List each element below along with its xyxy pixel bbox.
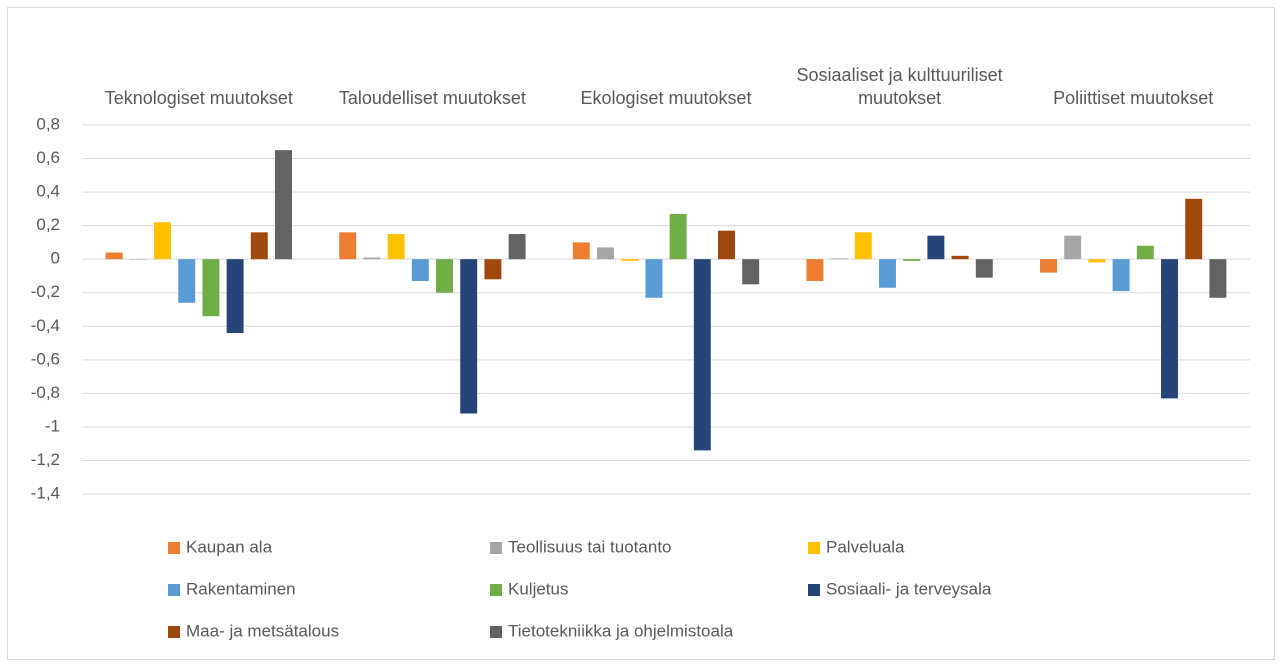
y-tick-label: 0,2 [36,215,60,234]
bar [105,252,123,260]
category-label: Taloudelliset muutokset [338,88,526,108]
bar [830,258,848,260]
legend-label: Kuljetus [508,579,568,598]
bar [975,259,993,278]
legend-label: Kaupan ala [186,537,273,556]
chart-frame [7,7,1275,660]
bar [669,213,687,260]
category-label-box: Sosiaaliset ja kulttuuriliset muutokset [796,65,1003,108]
bar [460,259,478,414]
bar [1064,235,1082,260]
category-label: Ekologiset muutokset [580,88,752,108]
legend-swatch [168,542,180,554]
bar [718,230,735,260]
bar [363,257,381,260]
bar [226,259,244,333]
bar [202,259,220,317]
y-tick-label: -1 [45,416,60,435]
y-tick-label: 0 [51,249,60,268]
legend-label: Maa- ja metsätalous [186,621,339,640]
bar [154,222,171,260]
legend-swatch [808,584,820,596]
y-tick-label: -0,6 [31,349,60,368]
y-tick-label: 0,4 [36,182,60,201]
bar [742,259,760,285]
legend-label: Teollisuus tai tuotanto [508,537,672,556]
bar [854,232,872,260]
bar [1185,198,1203,260]
legend-label: Tietotekniikka ja ohjelmistoala [508,621,734,640]
bar [1209,259,1227,298]
bar [927,235,945,260]
bar [1040,259,1057,273]
category-label-box: Taloudelliset muutokset [338,88,526,108]
bar [1112,259,1130,292]
bar [806,259,824,281]
bar [275,150,292,260]
legend-label: Palveluala [826,537,905,556]
bar [508,234,526,260]
bar [387,234,405,260]
bar [693,259,711,451]
legend-swatch [168,584,180,596]
bar [572,242,590,260]
bar [1088,259,1106,263]
bar [621,259,639,261]
y-tick-label: -0,4 [31,316,60,335]
bar [645,259,663,298]
category-label-box: Ekologiset muutokset [580,88,752,108]
bar [250,232,268,260]
bar [129,259,147,260]
bar [178,259,196,303]
category-label: Teknologiset muutokset [104,88,293,108]
y-tick-label: -0,8 [31,383,60,402]
y-tick-label: 0,6 [36,148,60,167]
legend-swatch [490,626,502,638]
category-label: Sosiaaliset ja kulttuuriliset muutokset [796,65,1003,108]
bar [1136,245,1154,260]
bar [597,247,614,260]
bar [879,259,896,288]
legend-swatch [168,626,180,638]
legend-swatch [808,542,820,554]
bar [436,259,453,293]
bar [903,259,921,261]
bar [339,232,357,260]
category-label: Poliittiset muutokset [1053,88,1214,108]
bar [484,259,502,280]
bar [411,259,429,281]
bar [1161,259,1178,399]
category-label-box: Teknologiset muutokset [104,88,293,108]
y-tick-label: 0,8 [36,114,60,133]
bar [951,255,969,260]
legend-label: Sosiaali- ja terveysala [826,579,992,598]
y-tick-label: -1,2 [31,450,60,469]
legend-swatch [490,542,502,554]
legend-label: Rakentaminen [186,579,296,598]
category-label-box: Poliittiset muutokset [1053,88,1214,108]
legend-swatch [490,584,502,596]
y-tick-label: -1,4 [31,483,60,502]
y-tick-label: -0,2 [31,282,60,301]
